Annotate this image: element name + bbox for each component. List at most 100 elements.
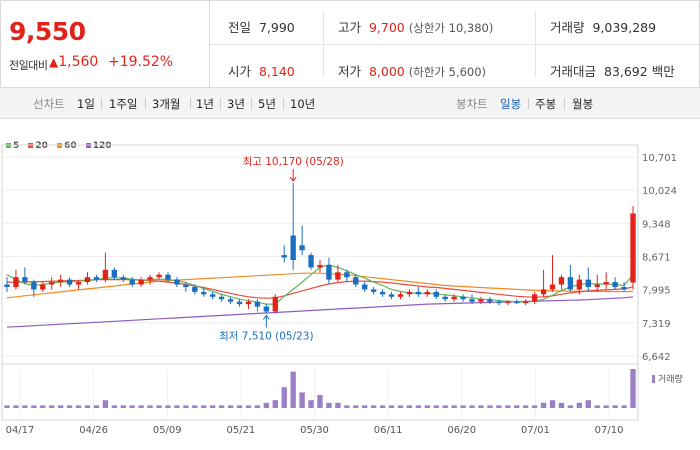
low: 저가 8,000 (하한가 5,600) [338, 61, 486, 80]
y-tick-label: 6,642 [642, 352, 671, 363]
volume-bar [13, 405, 19, 408]
volume-bar [49, 405, 55, 408]
down-candle [567, 277, 574, 290]
down-candle [299, 245, 305, 251]
up-candle [245, 301, 252, 305]
y-tick-label: 8,671 [642, 253, 671, 264]
change-value: ▲1,560 [49, 54, 98, 70]
tab-5y[interactable]: 5년 [258, 97, 276, 111]
volume-bar [460, 405, 466, 408]
amount-unit: 백만 [651, 64, 675, 79]
down-candle [612, 282, 618, 287]
x-tick-label: 04/17 [6, 425, 35, 436]
tab-monthly[interactable]: 월봉 [572, 97, 594, 111]
volume-bar [57, 405, 64, 408]
volume-bar [210, 405, 216, 408]
tab-weekly[interactable]: 주봉 [535, 97, 557, 111]
divider [210, 44, 699, 45]
up-candle [630, 213, 636, 283]
low-label: 저가 [338, 64, 362, 79]
volume-bar [281, 387, 287, 408]
volume-legend-swatch [652, 375, 655, 383]
volume-bar [40, 405, 46, 408]
down-candle [201, 291, 207, 295]
volume-bar [120, 405, 126, 408]
quote-grid: 전일 7,990 고가 9,700 (상한가 10,380) 거래량 9,039… [210, 1, 699, 87]
price-box: 9,550 전일대비 ▲1,560 +19.52% [1, 1, 210, 87]
volume-bar [451, 405, 457, 408]
x-tick-label: 05/21 [226, 425, 255, 436]
divider [283, 98, 284, 109]
tab-1y[interactable]: 1년 [196, 97, 214, 111]
volume-bar [424, 405, 430, 408]
volume-bar [630, 369, 636, 408]
up-candle [40, 284, 46, 290]
high-label: 고가 [338, 20, 362, 35]
volume-bar [111, 405, 117, 408]
divider [528, 98, 529, 109]
volume-bar [478, 405, 484, 408]
down-candle [236, 301, 243, 305]
y-tick-label: 7,319 [642, 319, 671, 330]
tab-3m[interactable]: 3개월 [152, 97, 181, 111]
divider [535, 11, 536, 77]
down-candle [22, 277, 28, 283]
change-label: 전일대비 [9, 59, 48, 72]
volume-bar [567, 405, 574, 408]
down-candle [514, 301, 520, 304]
volume-bar [540, 402, 547, 408]
volume-bar [84, 405, 91, 408]
divider [564, 98, 565, 109]
up-candle [317, 264, 323, 268]
x-tick-label: 06/11 [374, 425, 403, 436]
tab-1d[interactable]: 1일 [77, 97, 95, 111]
down-candle [379, 291, 386, 295]
volume-bar [156, 405, 162, 408]
up-candle [335, 272, 341, 280]
candles [4, 183, 636, 314]
volume-bar [442, 405, 448, 408]
chart-tab-bar: 선차트 1일 1주일 3개월 1년 3년 5년 10년 봉차트 일봉 주봉 월봉 [0, 88, 700, 119]
volume-bar [102, 400, 109, 408]
quote-header: 9,550 전일대비 ▲1,560 +19.52% 전일 7,990 고가 9,… [0, 0, 700, 88]
y-tick-label: 10,701 [642, 153, 677, 164]
volume-bar [406, 405, 413, 408]
y-tick-label: 7,995 [642, 286, 671, 297]
volume-bar [379, 405, 386, 408]
low-arrow-head-icon [262, 314, 270, 320]
high-annotation: 최고 10,170 (05/28) [243, 156, 344, 168]
x-tick-label: 07/01 [521, 425, 550, 436]
volume-legend-label: 거래량 [658, 373, 683, 385]
down-candle [129, 279, 135, 285]
tab-10y[interactable]: 10년 [290, 97, 316, 111]
ma20-line [7, 279, 634, 299]
up-candle [558, 277, 565, 285]
volume-bar [487, 405, 493, 408]
tab-3y[interactable]: 3년 [227, 97, 245, 111]
current-price: 9,550 [9, 17, 86, 46]
up-candle [156, 274, 162, 278]
volume-bar [523, 405, 529, 408]
down-candle [192, 286, 198, 292]
volume-bar [326, 402, 332, 408]
change-amount: 1,560 [58, 54, 99, 70]
plot-frame [1, 144, 639, 421]
up-candle [406, 291, 413, 295]
up-candle [397, 294, 404, 297]
volume-bar [147, 405, 153, 408]
tab-1w[interactable]: 1주일 [109, 97, 138, 111]
volume-bar [496, 405, 502, 408]
down-candle [290, 235, 296, 261]
y-tick-label: 10,024 [642, 186, 677, 197]
up-candle [594, 284, 600, 287]
down-candle [254, 301, 261, 307]
up-candle [505, 301, 511, 304]
open-label: 시가 [228, 64, 252, 79]
volume-bar [66, 405, 73, 408]
candle-chart-label: 봉차트 [456, 97, 488, 111]
open-value: 8,140 [258, 64, 295, 79]
x-tick-label: 04/26 [79, 425, 108, 436]
prev-close: 전일 7,990 [228, 17, 295, 36]
up-candle [451, 296, 457, 300]
tab-daily[interactable]: 일봉 [500, 97, 522, 111]
